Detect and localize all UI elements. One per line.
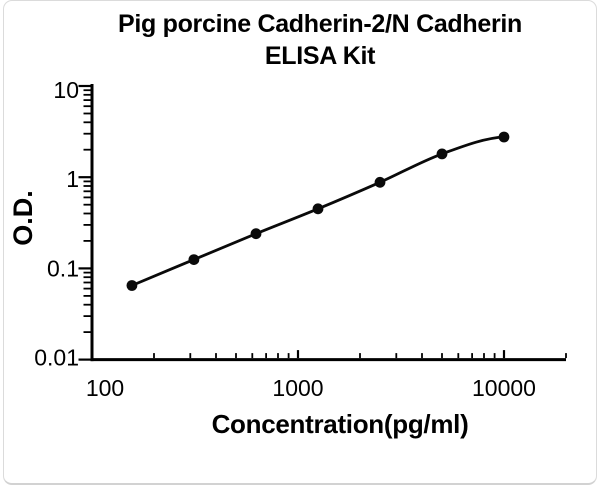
x-tick-label: 10000 (472, 375, 536, 401)
data-point-marker (312, 203, 324, 215)
data-point-marker (126, 280, 138, 291)
x-axis-ticks (90, 350, 567, 359)
y-axis-ticks (78, 84, 91, 361)
data-point-marker (498, 131, 510, 143)
data-point-marker (250, 228, 262, 240)
data-point-marker (374, 176, 386, 188)
data-points (126, 131, 510, 291)
axes (90, 84, 566, 362)
data-point-marker (436, 148, 448, 160)
chart-title-line2: ELISA Kit (264, 42, 376, 70)
data-point-marker (188, 254, 200, 265)
y-tick-label: 0.01 (34, 345, 79, 371)
y-tick-label: 1 (66, 166, 79, 192)
x-tick-label: 1000 (272, 375, 323, 401)
x-axis-title: Concentration(pg/ml) (211, 409, 469, 439)
y-tick-label: 0.1 (47, 255, 79, 281)
chart-title-line1: Pig porcine Cadherin-2/N Cadherin (117, 10, 523, 38)
x-tick-label: 100 (86, 375, 124, 401)
y-tick-label: 10 (53, 77, 79, 103)
chart-title: Pig porcine Cadherin-2/N Cadherin ELISA … (60, 8, 580, 72)
